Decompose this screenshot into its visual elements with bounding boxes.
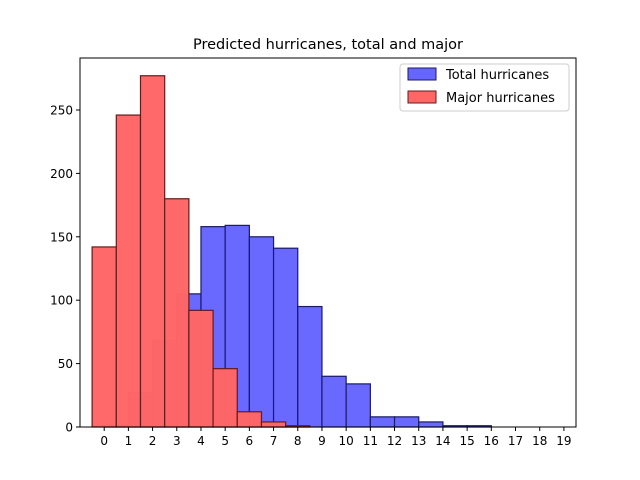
x-tick-label: 14 [435,434,450,448]
y-tick-label: 250 [50,103,73,117]
x-tick-label: 2 [149,434,157,448]
y-tick-label: 150 [50,230,73,244]
x-axis: 0 1 2 3 4 5 6 7 8 9 10 11 12 13 14 15 16 17 18 19 [100,427,572,448]
x-tick-label: 9 [318,434,326,448]
x-tick-label: 18 [532,434,547,448]
chart-title: Predicted hurricanes, total and major [193,37,463,53]
y-axis: 0 50 100 150 200 250 [50,103,80,435]
x-tick-label: 6 [246,434,254,448]
x-tick-label: 19 [556,434,571,448]
total-bar-7 [272,247,299,428]
major-bar-5 [212,368,238,428]
x-tick-label: 10 [339,434,354,448]
legend-label-total: Total hurricanes [445,68,549,83]
major-bar-7 [260,421,287,428]
x-tick-label: 16 [484,434,499,448]
major-bar-1 [115,114,142,428]
y-tick-label: 0 [65,421,73,435]
y-tick-label: 50 [58,357,73,371]
total-bar-6 [248,236,275,428]
x-tick-label: 15 [459,434,474,448]
total-bar-8 [297,305,323,428]
major-bar-4 [188,309,214,428]
total-bar-13 [418,421,444,428]
legend-box [399,63,570,112]
major-bar-0 [91,246,117,428]
y-tick-label: 100 [50,294,73,308]
x-tick-label: 1 [125,434,133,448]
total-bar-9 [321,375,347,428]
total-bar-12 [393,416,420,428]
x-tick-label: 8 [294,434,302,448]
x-tick-label: 12 [387,434,402,448]
legend-swatch-major [407,90,437,104]
x-tick-label: 3 [173,434,181,448]
y-tick-label: 200 [50,167,73,181]
total-bar-10 [345,383,371,428]
x-tick-label: 0 [100,434,108,448]
x-tick-label: 11 [363,434,378,448]
legend: Total hurricanes Major hurricanes [399,63,570,112]
plot-frame [79,57,577,428]
major-hurricanes-bars [91,75,311,428]
x-tick-label: 17 [508,434,523,448]
major-bar-3 [164,198,190,428]
x-tick-label: 7 [270,434,278,448]
legend-label-major: Major hurricanes [446,91,555,106]
x-tick-label: 13 [411,434,426,448]
major-bar-2 [139,75,166,428]
x-tick-label: 4 [197,434,205,448]
total-bar-11 [369,416,396,428]
legend-swatch-total [407,67,437,81]
x-tick-label: 5 [221,434,229,448]
major-bar-6 [236,411,263,428]
